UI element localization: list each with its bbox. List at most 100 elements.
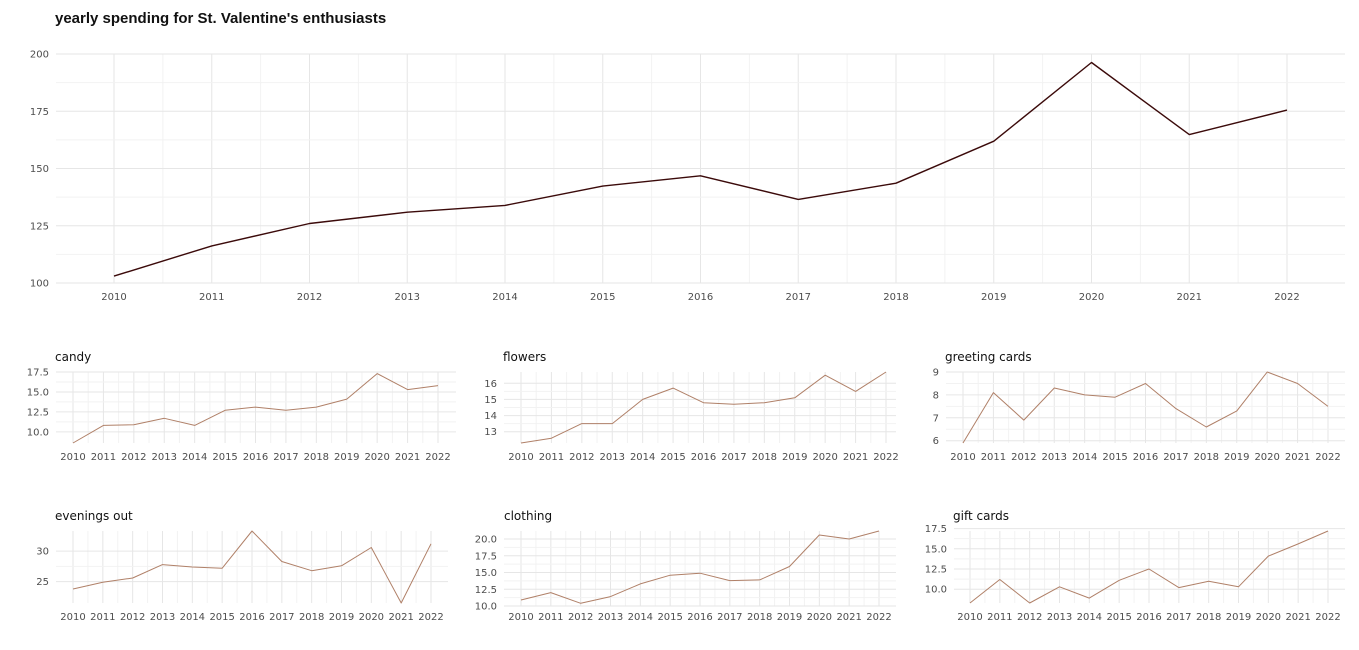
x-tick-label: 2014 [628, 612, 653, 623]
x-tick-label: 2022 [418, 612, 443, 623]
x-tick-label: 2021 [1285, 452, 1310, 463]
y-tick-label: 100 [30, 279, 49, 290]
series-line [520, 530, 880, 604]
x-tick-label: 2015 [657, 612, 682, 623]
x-tick-label: 2018 [747, 612, 772, 623]
y-tick-label: 7 [933, 413, 939, 424]
x-tick-label: 2017 [786, 292, 811, 303]
x-tick-label: 2012 [297, 292, 322, 303]
x-tick-label: 2012 [568, 612, 593, 623]
y-tick-label: 12.5 [925, 565, 947, 576]
x-tick-label: 2012 [121, 452, 146, 463]
x-tick-label: 2015 [212, 452, 237, 463]
x-tick-label: 2016 [691, 452, 716, 463]
panel-greeting-cards: 6 7 8 9 2010 2011 2012 2013 2014 2015 2016 2017 2018… [933, 350, 1345, 463]
x-tick-label: 2019 [329, 612, 354, 623]
x-tick-label: 2012 [1017, 612, 1042, 623]
y-tick-label: 125 [30, 221, 49, 232]
series-line [72, 530, 432, 604]
x-tick-label: 2018 [299, 612, 324, 623]
x-tick-label: 2020 [1254, 452, 1279, 463]
y-tick-label: 16 [484, 379, 497, 390]
x-tick-label: 2021 [843, 452, 868, 463]
x-tick-label: 2015 [1102, 452, 1127, 463]
y-tick-label: 10.0 [475, 602, 497, 613]
panel-title: gift cards [953, 509, 1009, 523]
x-tick-label: 2018 [883, 292, 908, 303]
y-tick-label: 12.5 [475, 585, 497, 596]
x-tick-label: 2021 [836, 612, 861, 623]
main-line-panel: 100 125 150 175 200 2010 2011 2012 2013 2014 2015 2… [30, 50, 1345, 303]
series-line [520, 371, 887, 444]
x-tick-label: 2011 [91, 452, 116, 463]
x-tick-label: 2017 [717, 612, 742, 623]
y-tick-label: 20.0 [475, 535, 497, 546]
series-line [962, 371, 1329, 444]
x-tick-label: 2016 [243, 452, 268, 463]
x-tick-label: 2011 [539, 452, 564, 463]
x-tick-label: 2010 [508, 612, 533, 623]
x-tick-label: 2017 [269, 612, 294, 623]
x-tick-label: 2014 [1077, 612, 1102, 623]
x-tick-label: 2020 [1256, 612, 1281, 623]
x-tick-label: 2019 [1226, 612, 1251, 623]
chart-title: yearly spending for St. Valentine's enth… [55, 10, 387, 27]
x-tick-label: 2012 [120, 612, 145, 623]
panel-evenings-out: 25 30 2010 2011 2012 2013 2014 2015 2016 2017 2018… [36, 509, 448, 623]
x-tick-label: 2020 [359, 612, 384, 623]
y-tick-label: 17.5 [475, 551, 497, 562]
x-tick-label: 2013 [598, 612, 623, 623]
panel-title: evenings out [55, 509, 133, 523]
y-tick-label: 13 [484, 427, 497, 438]
x-tick-label: 2011 [199, 292, 224, 303]
x-tick-label: 2017 [721, 452, 746, 463]
x-tick-label: 2010 [950, 452, 975, 463]
x-tick-label: 2012 [1011, 452, 1036, 463]
x-tick-label: 2018 [1196, 612, 1221, 623]
y-tick-label: 175 [30, 107, 49, 118]
y-tick-label: 15.0 [475, 568, 497, 579]
x-tick-label: 2012 [569, 452, 594, 463]
x-tick-label: 2019 [777, 612, 802, 623]
x-tick-label: 2021 [395, 452, 420, 463]
x-tick-label: 2014 [492, 292, 517, 303]
x-tick-label: 2017 [1166, 612, 1191, 623]
x-tick-label: 2013 [152, 452, 177, 463]
y-tick-label: 17.5 [925, 524, 947, 535]
panel-flowers: 13 14 15 16 2010 2011 2012 2013 2014 2015 2016 2017… [484, 350, 898, 463]
x-tick-label: 2011 [90, 612, 115, 623]
x-tick-label: 2018 [1194, 452, 1219, 463]
x-tick-label: 2016 [1136, 612, 1161, 623]
x-tick-label: 2011 [538, 612, 563, 623]
x-tick-label: 2013 [395, 292, 420, 303]
x-tick-label: 2010 [101, 292, 126, 303]
x-tick-label: 2021 [1177, 292, 1202, 303]
x-tick-label: 2014 [180, 612, 205, 623]
y-tick-label: 25 [36, 577, 49, 588]
x-tick-label: 2018 [304, 452, 329, 463]
x-tick-label: 2015 [1106, 612, 1131, 623]
x-tick-label: 2019 [334, 452, 359, 463]
panel-gift-cards: 10.0 12.5 15.0 17.5 2010 2011 2012 2013 2014 2015… [925, 509, 1345, 623]
x-tick-label: 2022 [1274, 292, 1299, 303]
x-tick-label: 2013 [150, 612, 175, 623]
x-tick-label: 2015 [660, 452, 685, 463]
panel-clothing: 10.0 12.5 15.0 17.5 20.0 2010 2011 2012 2013 2014… [475, 509, 896, 623]
y-tick-label: 17.5 [27, 368, 49, 379]
panel-title: greeting cards [945, 350, 1032, 364]
x-tick-label: 2018 [752, 452, 777, 463]
x-tick-label: 2010 [60, 452, 85, 463]
x-tick-label: 2015 [209, 612, 234, 623]
y-tick-label: 8 [933, 390, 939, 401]
y-tick-label: 10.0 [27, 427, 49, 438]
y-tick-label: 15 [484, 395, 497, 406]
x-tick-label: 2014 [1072, 452, 1097, 463]
x-tick-label: 2011 [987, 612, 1012, 623]
x-tick-label: 2020 [807, 612, 832, 623]
series-line [72, 373, 439, 444]
x-tick-label: 2010 [957, 612, 982, 623]
x-tick-label: 2022 [425, 452, 450, 463]
x-tick-label: 2010 [60, 612, 85, 623]
y-tick-label: 150 [30, 164, 49, 175]
x-tick-label: 2019 [981, 292, 1006, 303]
